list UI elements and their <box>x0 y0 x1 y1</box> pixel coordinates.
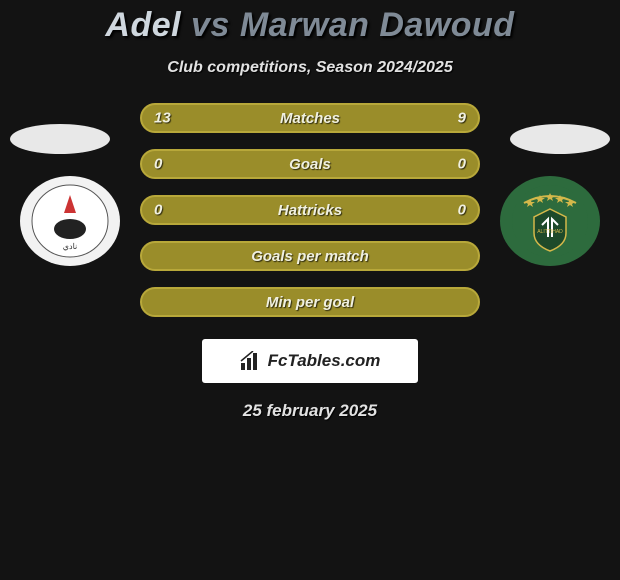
player1-photo-placeholder <box>10 124 110 154</box>
page-title: Adel vs Marwan Dawoud <box>0 0 620 45</box>
date-text: 25 february 2025 <box>0 401 620 421</box>
vs-separator: vs <box>191 6 230 44</box>
stat-label: Matches <box>280 110 340 127</box>
stat-row-hattricks: 0 Hattricks 0 <box>140 195 480 225</box>
branding-badge: FcTables.com <box>202 339 418 383</box>
player2-photo-placeholder <box>510 124 610 154</box>
club-badge-left: نادي <box>20 176 120 266</box>
branding-text: FcTables.com <box>268 351 381 371</box>
stat-row-goals: 0 Goals 0 <box>140 149 480 179</box>
stat-left-value: 0 <box>154 156 162 173</box>
stat-label: Goals per match <box>251 248 369 265</box>
stat-label: Min per goal <box>266 294 354 311</box>
stat-row-min-per-goal: Min per goal <box>140 287 480 317</box>
stats-list: 13 Matches 9 0 Goals 0 0 Hattricks 0 Goa… <box>140 103 480 317</box>
club-left-icon: نادي <box>30 183 110 259</box>
stat-row-goals-per-match: Goals per match <box>140 241 480 271</box>
club-right-icon: ALITTIHAD <box>510 183 590 259</box>
comparison-card: Adel vs Marwan Dawoud Club competitions,… <box>0 0 620 580</box>
subtitle: Club competitions, Season 2024/2025 <box>0 59 620 77</box>
stat-right-value: 9 <box>458 110 466 127</box>
stat-left-value: 0 <box>154 202 162 219</box>
player2-name: Marwan Dawoud <box>240 6 515 44</box>
stat-left-value: 13 <box>154 110 171 127</box>
svg-text:ALITTIHAD: ALITTIHAD <box>537 229 563 235</box>
stat-label: Hattricks <box>278 202 342 219</box>
stat-label: Goals <box>289 156 331 173</box>
club-badge-right: ALITTIHAD <box>500 176 600 266</box>
stat-right-value: 0 <box>458 202 466 219</box>
stat-right-value: 0 <box>458 156 466 173</box>
player1-name: Adel <box>105 6 181 44</box>
stat-row-matches: 13 Matches 9 <box>140 103 480 133</box>
svg-text:نادي: نادي <box>63 242 78 251</box>
bars-icon <box>240 351 262 371</box>
